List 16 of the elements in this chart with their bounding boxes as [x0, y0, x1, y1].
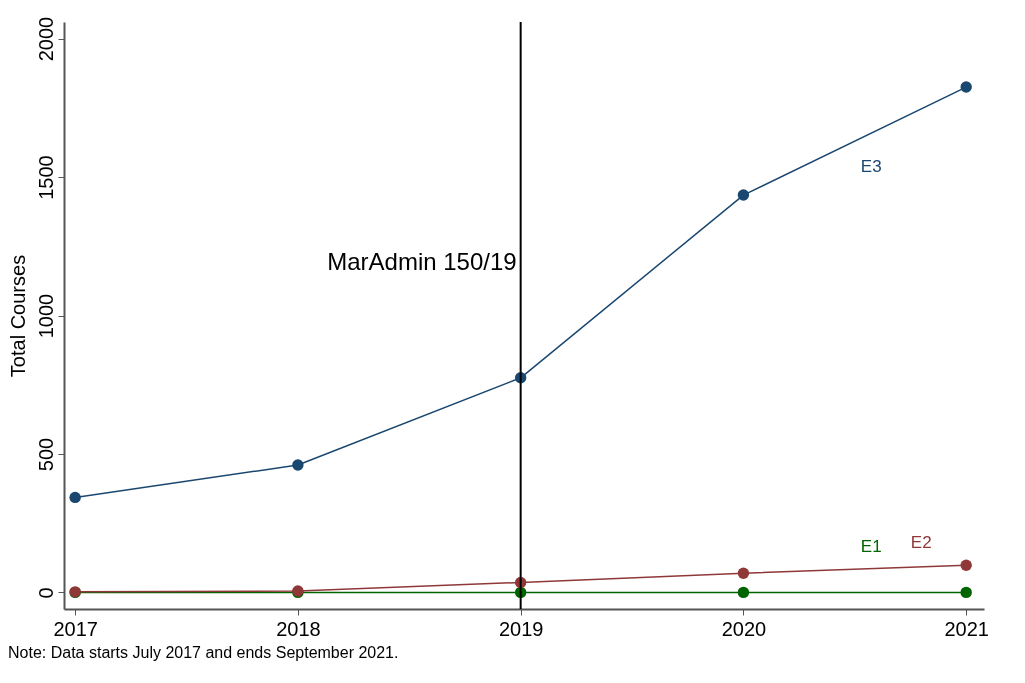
x-tick-label: 2019: [498, 617, 544, 640]
x-tick-label: 2021: [944, 617, 989, 640]
ref-line-label: MarAdmin 150/19: [327, 247, 517, 275]
text: Note: Data starts July 2017 and ends September 2021.: [8, 644, 399, 661]
x-tick-label: 2018: [276, 617, 321, 640]
y-tick-label: 500: [34, 437, 57, 472]
y-tick-label: 0: [34, 587, 57, 599]
y-tick-label: 1500: [34, 155, 57, 200]
x-tick-label: 2020: [721, 617, 767, 640]
series-label: E2: [910, 533, 932, 553]
series-label: E3: [860, 157, 882, 177]
x-tick-label: 2017: [53, 617, 98, 640]
y-axis-title: Total Courses: [6, 254, 29, 378]
text: E1: [860, 537, 882, 557]
y-tick-label: 2000: [34, 16, 57, 62]
y-tick-label: 1000: [34, 293, 57, 339]
